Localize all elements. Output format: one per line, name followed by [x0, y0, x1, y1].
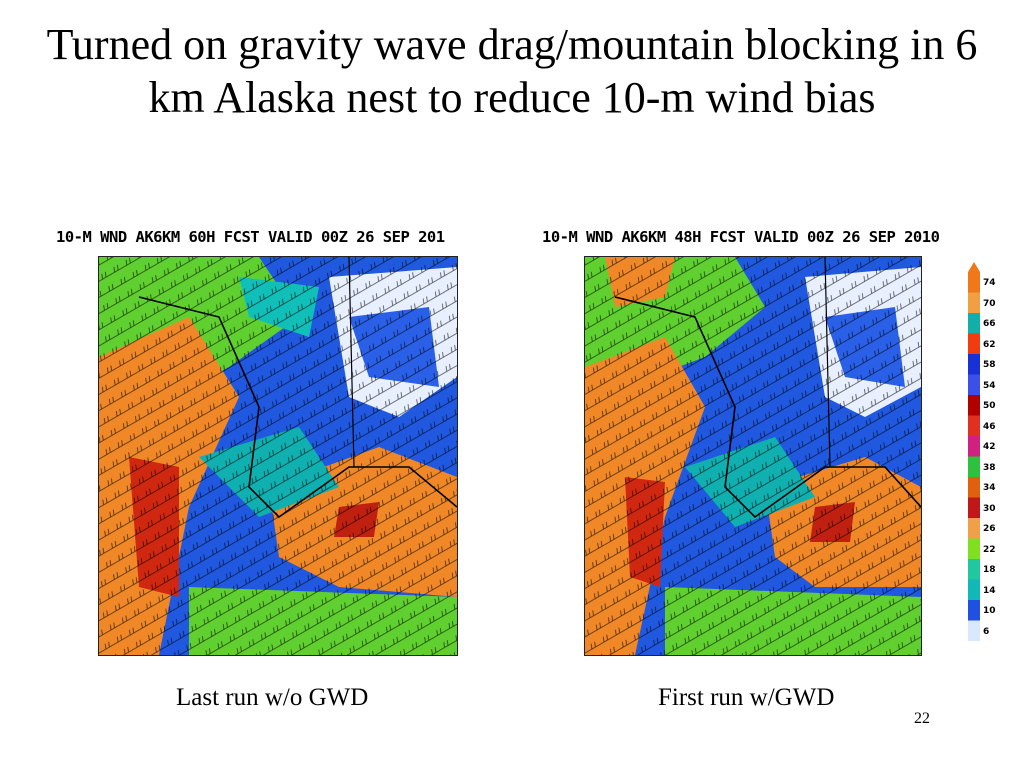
colorbar-tick-label: 14 — [983, 585, 996, 596]
colorbar-swatch — [968, 354, 980, 375]
colorbar-tick-label: 54 — [983, 380, 996, 391]
colorbar-swatch — [968, 497, 980, 518]
colorbar-swatch — [968, 292, 980, 313]
colorbar-swatch — [968, 579, 980, 600]
colorbar-tick-label: 58 — [983, 360, 996, 370]
colorbar-swatch — [968, 456, 980, 477]
colorbar-tick-label: 26 — [983, 524, 996, 534]
colorbar-swatch — [968, 313, 980, 334]
colorbar-tick-label: 66 — [983, 319, 996, 329]
colorbar-swatch — [968, 518, 980, 539]
colorbar-swatch — [968, 395, 980, 416]
colorbar-swatch — [968, 333, 980, 354]
left-wind-map-image — [99, 257, 457, 655]
wind-speed-colorbar — [968, 262, 980, 641]
colorbar-swatch — [968, 272, 980, 293]
colorbar-tick-label: 18 — [983, 565, 996, 575]
colorbar-swatch — [968, 477, 980, 498]
colorbar-swatch — [968, 559, 980, 580]
colorbar-tick-label: 30 — [983, 503, 996, 514]
colorbar-swatch — [968, 415, 980, 436]
left-wind-map — [98, 256, 458, 656]
colorbar-swatch — [968, 374, 980, 395]
colorbar-swatch — [968, 600, 980, 621]
colorbar-tick-label: 38 — [983, 462, 996, 473]
colorbar-tick-label: 34 — [983, 483, 996, 493]
colorbar-tick-label: 62 — [983, 339, 996, 350]
slide-number: 22 — [914, 710, 930, 727]
colorbar-tick-label: 22 — [983, 544, 996, 555]
left-map-caption: Last run w/o GWD — [176, 684, 369, 711]
colorbar-tick-label: 10 — [983, 606, 996, 616]
right-map-header: 10-M WND AK6KM 48H FCST VALID 00Z 26 SEP… — [542, 228, 940, 246]
colorbar-swatch — [968, 538, 980, 559]
colorbar-tick-label: 46 — [983, 421, 996, 432]
colorbar-tick-label: 42 — [983, 442, 996, 452]
right-wind-map — [584, 256, 922, 656]
colorbar-swatch — [968, 620, 980, 641]
colorbar-top-arrow — [968, 262, 980, 272]
colorbar-swatch — [968, 436, 980, 457]
colorbar-tick-label: 6 — [983, 626, 990, 637]
colorbar-tick-label: 74 — [983, 278, 996, 288]
slide-title: Turned on gravity wave drag/mountain blo… — [46, 20, 978, 122]
right-wind-map-image — [585, 257, 921, 655]
colorbar-tick-label: 70 — [983, 298, 996, 309]
colorbar-tick-label: 50 — [983, 401, 996, 411]
left-map-header: 10-M WND AK6KM 60H FCST VALID 00Z 26 SEP… — [56, 228, 445, 246]
right-map-caption: First run w/GWD — [658, 684, 835, 711]
